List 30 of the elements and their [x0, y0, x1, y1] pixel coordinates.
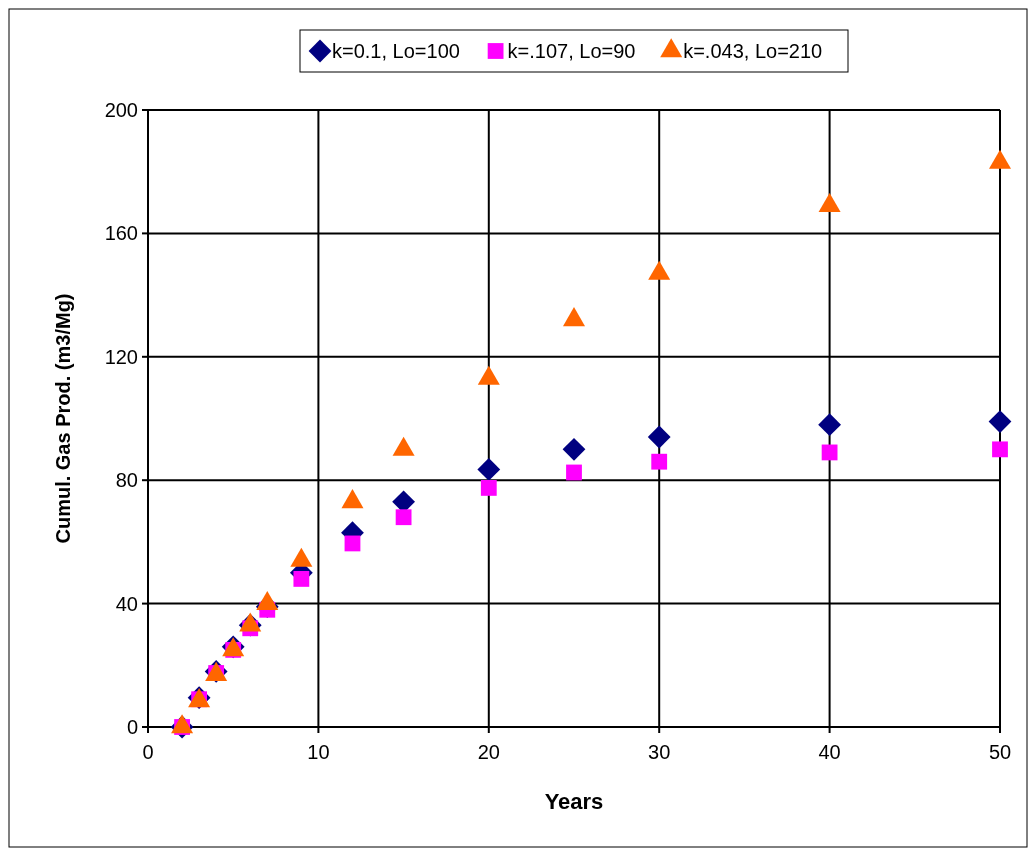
- point: [992, 441, 1008, 458]
- y-tick-label: 200: [104, 99, 138, 121]
- x-tick-label: 0: [142, 741, 154, 763]
- y-tick-label: 0: [126, 716, 138, 738]
- point: [477, 458, 501, 481]
- x-tick-label: 50: [988, 741, 1012, 763]
- point: [480, 480, 497, 496]
- point: [818, 413, 841, 437]
- legend-label: k=.043, Lo=210: [683, 40, 823, 62]
- x-tick-label: 10: [307, 741, 330, 763]
- point: [293, 571, 310, 587]
- x-tick-label: 30: [648, 741, 671, 763]
- y-tick-label: 120: [104, 345, 138, 368]
- x-tick-label: 40: [818, 741, 841, 763]
- point: [651, 453, 668, 470]
- legend-label: k=0.1, Lo=100: [332, 40, 460, 62]
- point: [647, 425, 671, 449]
- x-axis-title: Years: [544, 789, 604, 814]
- point: [988, 410, 1012, 433]
- point: [395, 509, 412, 526]
- y-tick-label: 160: [104, 222, 138, 245]
- y-tick-label: 40: [115, 592, 138, 615]
- x-tick-label: 20: [477, 741, 500, 763]
- point: [344, 535, 361, 552]
- legend-label: k=.107, Lo=90: [507, 40, 636, 62]
- point: [821, 444, 838, 461]
- y-tick-label: 80: [115, 469, 138, 492]
- point: [566, 464, 582, 481]
- y-axis-title: Cumul. Gas Prod. (m3/Mg): [52, 293, 74, 544]
- point: [562, 437, 586, 461]
